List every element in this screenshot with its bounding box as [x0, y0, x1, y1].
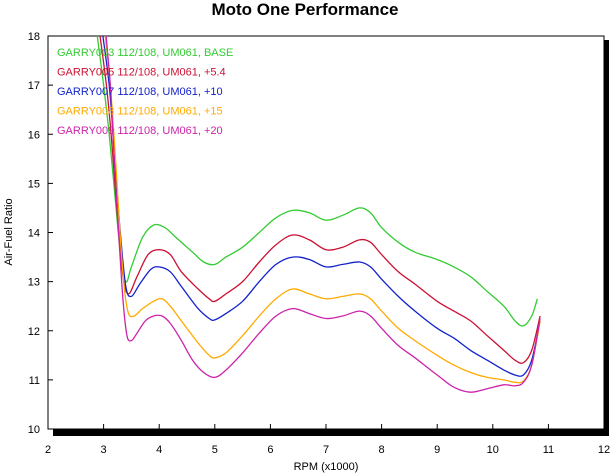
x-tick-label: 12 [598, 444, 610, 456]
x-tick-label: 8 [379, 444, 385, 456]
plot-area [47, 35, 605, 430]
y-tick-label: 15 [28, 178, 40, 190]
legend-entry-2: GARRY005 112/108, UM061, +5.4 [57, 67, 226, 79]
x-tick-label: 7 [323, 444, 329, 456]
legend: GARRY003 112/108, UM061, BASE GARRY005 11… [57, 47, 233, 137]
series-line-3 [102, 36, 541, 377]
legend-entry-3: GARRY007 112/108, UM061, +10 [57, 86, 223, 98]
y-tick-label: 10 [28, 424, 40, 436]
x-axis-label: RPM (x1000) [294, 461, 359, 473]
series-line-4 [104, 36, 541, 384]
series-line-2 [99, 36, 541, 364]
x-tick-label: 10 [487, 444, 499, 456]
y-tick-label: 12 [28, 326, 40, 338]
series-lines [96, 36, 541, 393]
y-tick-label: 16 [28, 129, 40, 141]
legend-entry-4: GARRY008 112/108, UM061, +15 [57, 106, 223, 118]
x-axis-ticks: 2 3 4 5 6 7 8 9 10 11 12 [45, 424, 610, 456]
y-tick-label: 13 [28, 277, 40, 289]
legend-entry-5: GARRY009 112/108, UM061, +20 [57, 125, 223, 137]
x-tick-label: 2 [45, 444, 51, 456]
x-tick-label: 6 [267, 444, 273, 456]
series-line-1 [96, 36, 538, 327]
x-tick-label: 11 [543, 444, 554, 456]
y-tick-label: 18 [28, 31, 40, 43]
y-axis-label: Air-Fuel Ratio [3, 198, 15, 265]
series-line-5 [105, 36, 541, 393]
x-tick-label: 5 [212, 444, 218, 456]
y-tick-label: 11 [29, 375, 40, 387]
y-tick-label: 14 [28, 228, 40, 240]
chart-title: Moto One Performance [211, 0, 398, 19]
x-tick-label: 4 [156, 444, 162, 456]
y-tick-label: 17 [28, 80, 40, 92]
x-tick-label: 3 [101, 444, 107, 456]
x-tick-label: 9 [434, 444, 440, 456]
legend-entry-1: GARRY003 112/108, UM061, BASE [57, 47, 233, 59]
y-axis-ticks: 10 11 12 13 14 15 16 17 18 [28, 31, 53, 436]
